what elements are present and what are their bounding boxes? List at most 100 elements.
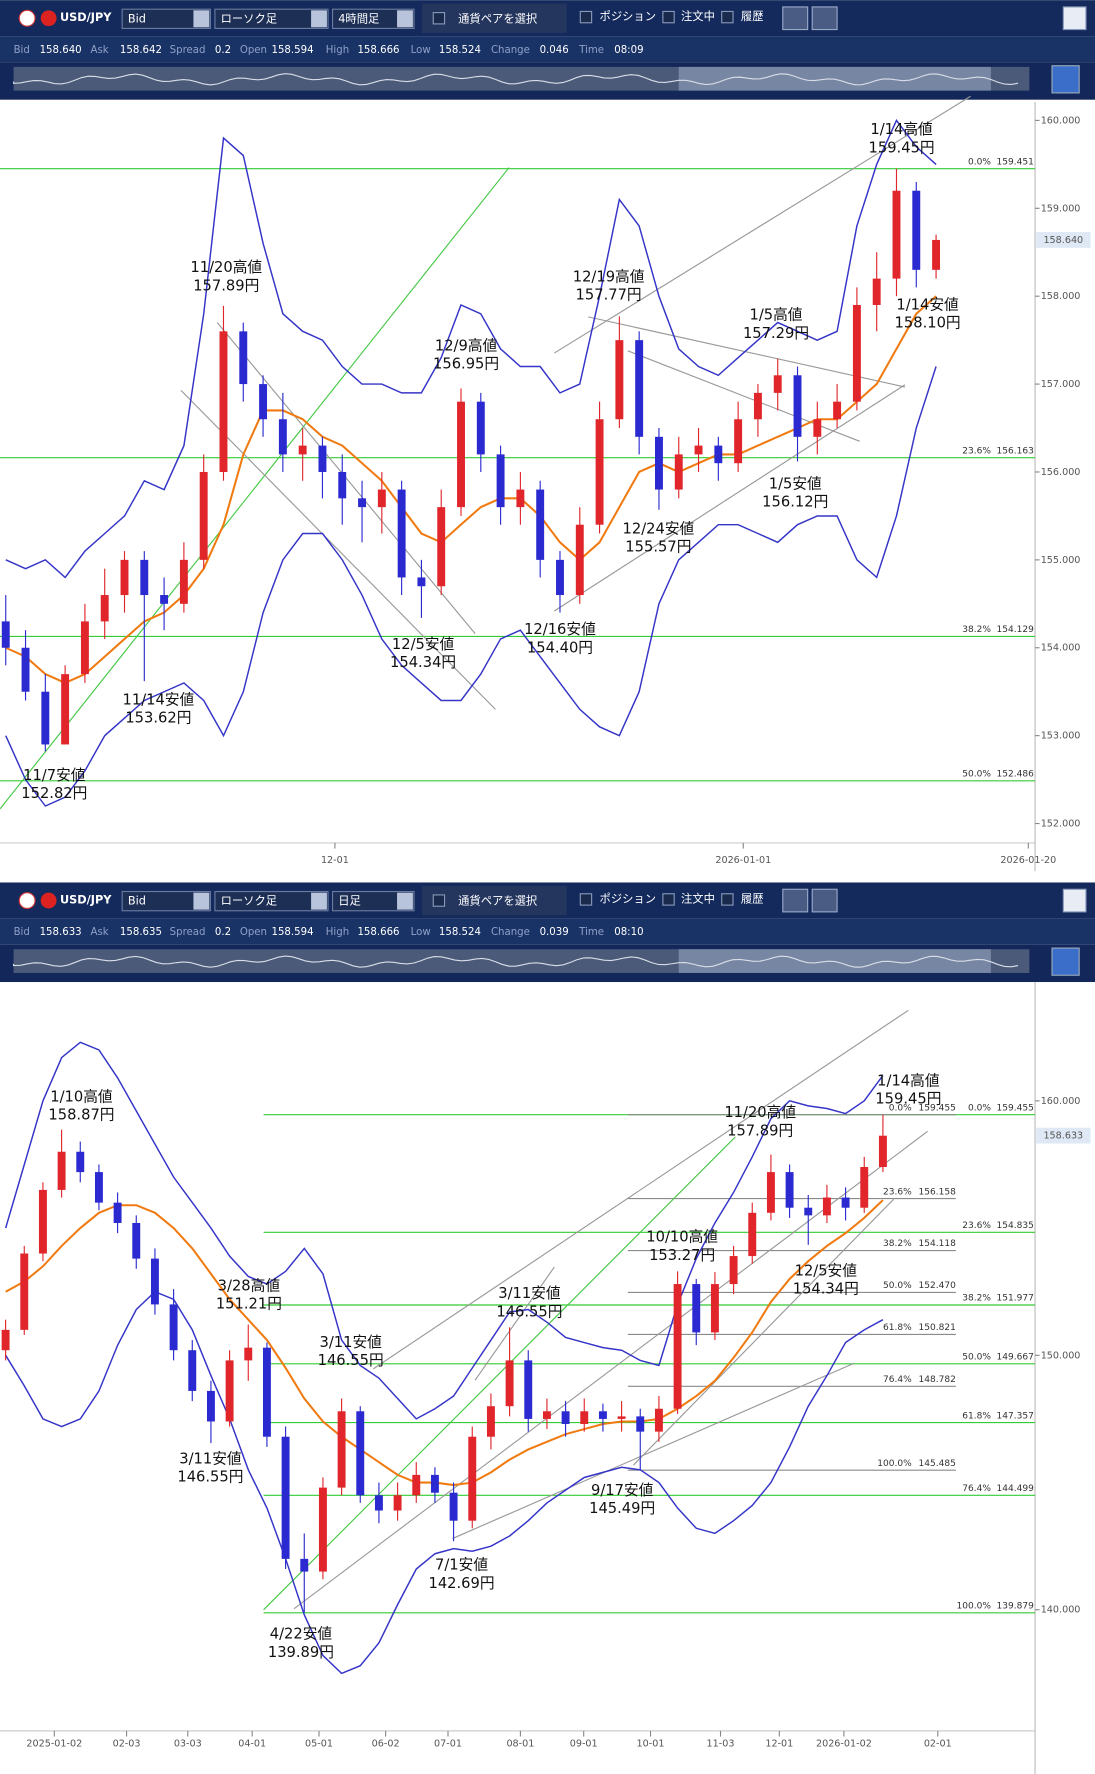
dropdown-value[interactable]: ローソク足 [221,895,277,908]
candle-body [377,489,386,508]
checkbox[interactable] [721,10,734,24]
checkbox[interactable] [579,10,593,24]
fib-pct: 76.4% [962,1484,991,1494]
check-label[interactable]: ポジション [600,10,657,23]
select-pair-box[interactable] [421,3,567,33]
candle-body [358,498,366,508]
dropdown-arrow[interactable] [397,892,413,910]
candle-body [412,1474,421,1496]
dropdown-arrow[interactable] [193,892,210,910]
fib-price: 139.879 [997,1602,1035,1612]
annotation-price: 158.10円 [895,315,961,332]
fib-pct: 100.0% [877,1459,912,1469]
candle-body [262,1347,271,1437]
annotation-title: 12/16安値 [524,621,596,638]
x-tick-label: 09-01 [570,1738,598,1749]
quote-label: Spread [170,45,206,56]
candle-body [160,595,169,604]
candle-body [654,1408,663,1432]
dropdown-value[interactable]: ローソク足 [221,12,277,25]
select-pair-box[interactable] [421,885,567,916]
candle-body [239,331,248,385]
dropdown-arrow[interactable] [311,10,327,28]
check-label[interactable]: 履歴 [741,10,764,23]
dropdown[interactable] [121,8,211,29]
candle-body [188,1350,197,1391]
dropdown-arrow[interactable] [311,892,327,910]
candle-body [734,419,743,464]
dropdown-value[interactable]: Bid [128,895,146,908]
quote-label: Bid [14,45,30,56]
dropdown-arrow[interactable] [397,10,413,28]
annotation-price: 154.34円 [793,1281,859,1298]
check-label[interactable]: 注文中 [681,9,715,23]
annotation-price: 157.29円 [743,325,809,342]
quote-value: 0.039 [540,927,569,938]
dropdown[interactable] [332,8,415,29]
fib-pct: 0.0% [968,157,991,167]
checkbox[interactable] [579,893,593,906]
candle-body [654,436,663,490]
fib-price: 151.977 [997,1294,1034,1304]
candle-body [219,331,228,472]
candle-body [860,1167,869,1208]
candle-body [516,489,525,508]
fib-price: 159.455 [997,1103,1034,1113]
checkbox[interactable] [432,12,446,25]
zoom-button[interactable] [1051,65,1080,94]
select-pair[interactable]: 通貨ペアを選択 [458,894,538,908]
x-tick-label: 2025-01-02 [26,1738,82,1749]
checkbox[interactable] [662,10,675,24]
candle-body [773,375,782,393]
check-label[interactable]: ポジション [600,892,657,905]
candle-body [813,419,822,437]
tool-button[interactable] [811,6,838,31]
tool-button[interactable] [782,6,809,31]
dropdown-value[interactable]: Bid [128,12,146,25]
candle-body [872,278,881,305]
quote-value: 158.640 [40,45,82,56]
window-button[interactable] [1062,6,1087,31]
quote-label: Ask [90,45,108,56]
candle-body [356,1411,365,1496]
select-pair[interactable]: 通貨ペアを選択 [458,11,538,25]
candle-body [179,559,188,604]
fib-price: 149.667 [997,1352,1034,1362]
checkbox[interactable] [721,893,734,906]
candle-body [766,1172,775,1213]
dropdown-value[interactable]: 日足 [338,895,361,908]
fib-pct: 100.0% [956,1602,991,1612]
annotation-price: 146.55円 [318,1352,384,1369]
quote-value: 158.666 [357,45,399,56]
x-tick-label: 10-01 [637,1738,665,1749]
dropdown-arrow[interactable] [193,10,210,28]
candle-body [150,1258,159,1305]
check-label[interactable]: 注文中 [681,891,715,905]
dropdown[interactable] [332,890,415,912]
check-label[interactable]: 履歴 [741,892,764,905]
checkbox[interactable] [432,894,446,907]
candle-body [140,559,149,596]
candle-body [524,1360,533,1419]
dropdown[interactable] [214,8,329,29]
candle-body [753,392,762,420]
zoom-button[interactable] [1051,947,1080,976]
tool-button[interactable] [782,888,809,913]
dropdown-value[interactable]: 4時間足 [338,12,379,25]
fib-price: 152.470 [919,1281,957,1291]
tool-button[interactable] [811,888,838,913]
fib-price: 150.821 [919,1323,956,1333]
annotation-title: 3/11安値 [179,1450,242,1467]
quote-label: Change [491,927,530,938]
dropdown[interactable] [214,890,329,912]
candle-body [199,471,208,560]
x-tick-label: 12-01 [765,1738,793,1749]
fib-pct: 23.6% [962,446,991,456]
dropdown[interactable] [121,890,211,912]
quote-value: 0.2 [215,927,231,938]
candle-body [132,1222,141,1259]
window-button[interactable] [1062,888,1087,913]
quote-label: Bid [14,927,30,938]
checkbox[interactable] [662,893,675,906]
fib-pct: 61.8% [962,1411,991,1421]
